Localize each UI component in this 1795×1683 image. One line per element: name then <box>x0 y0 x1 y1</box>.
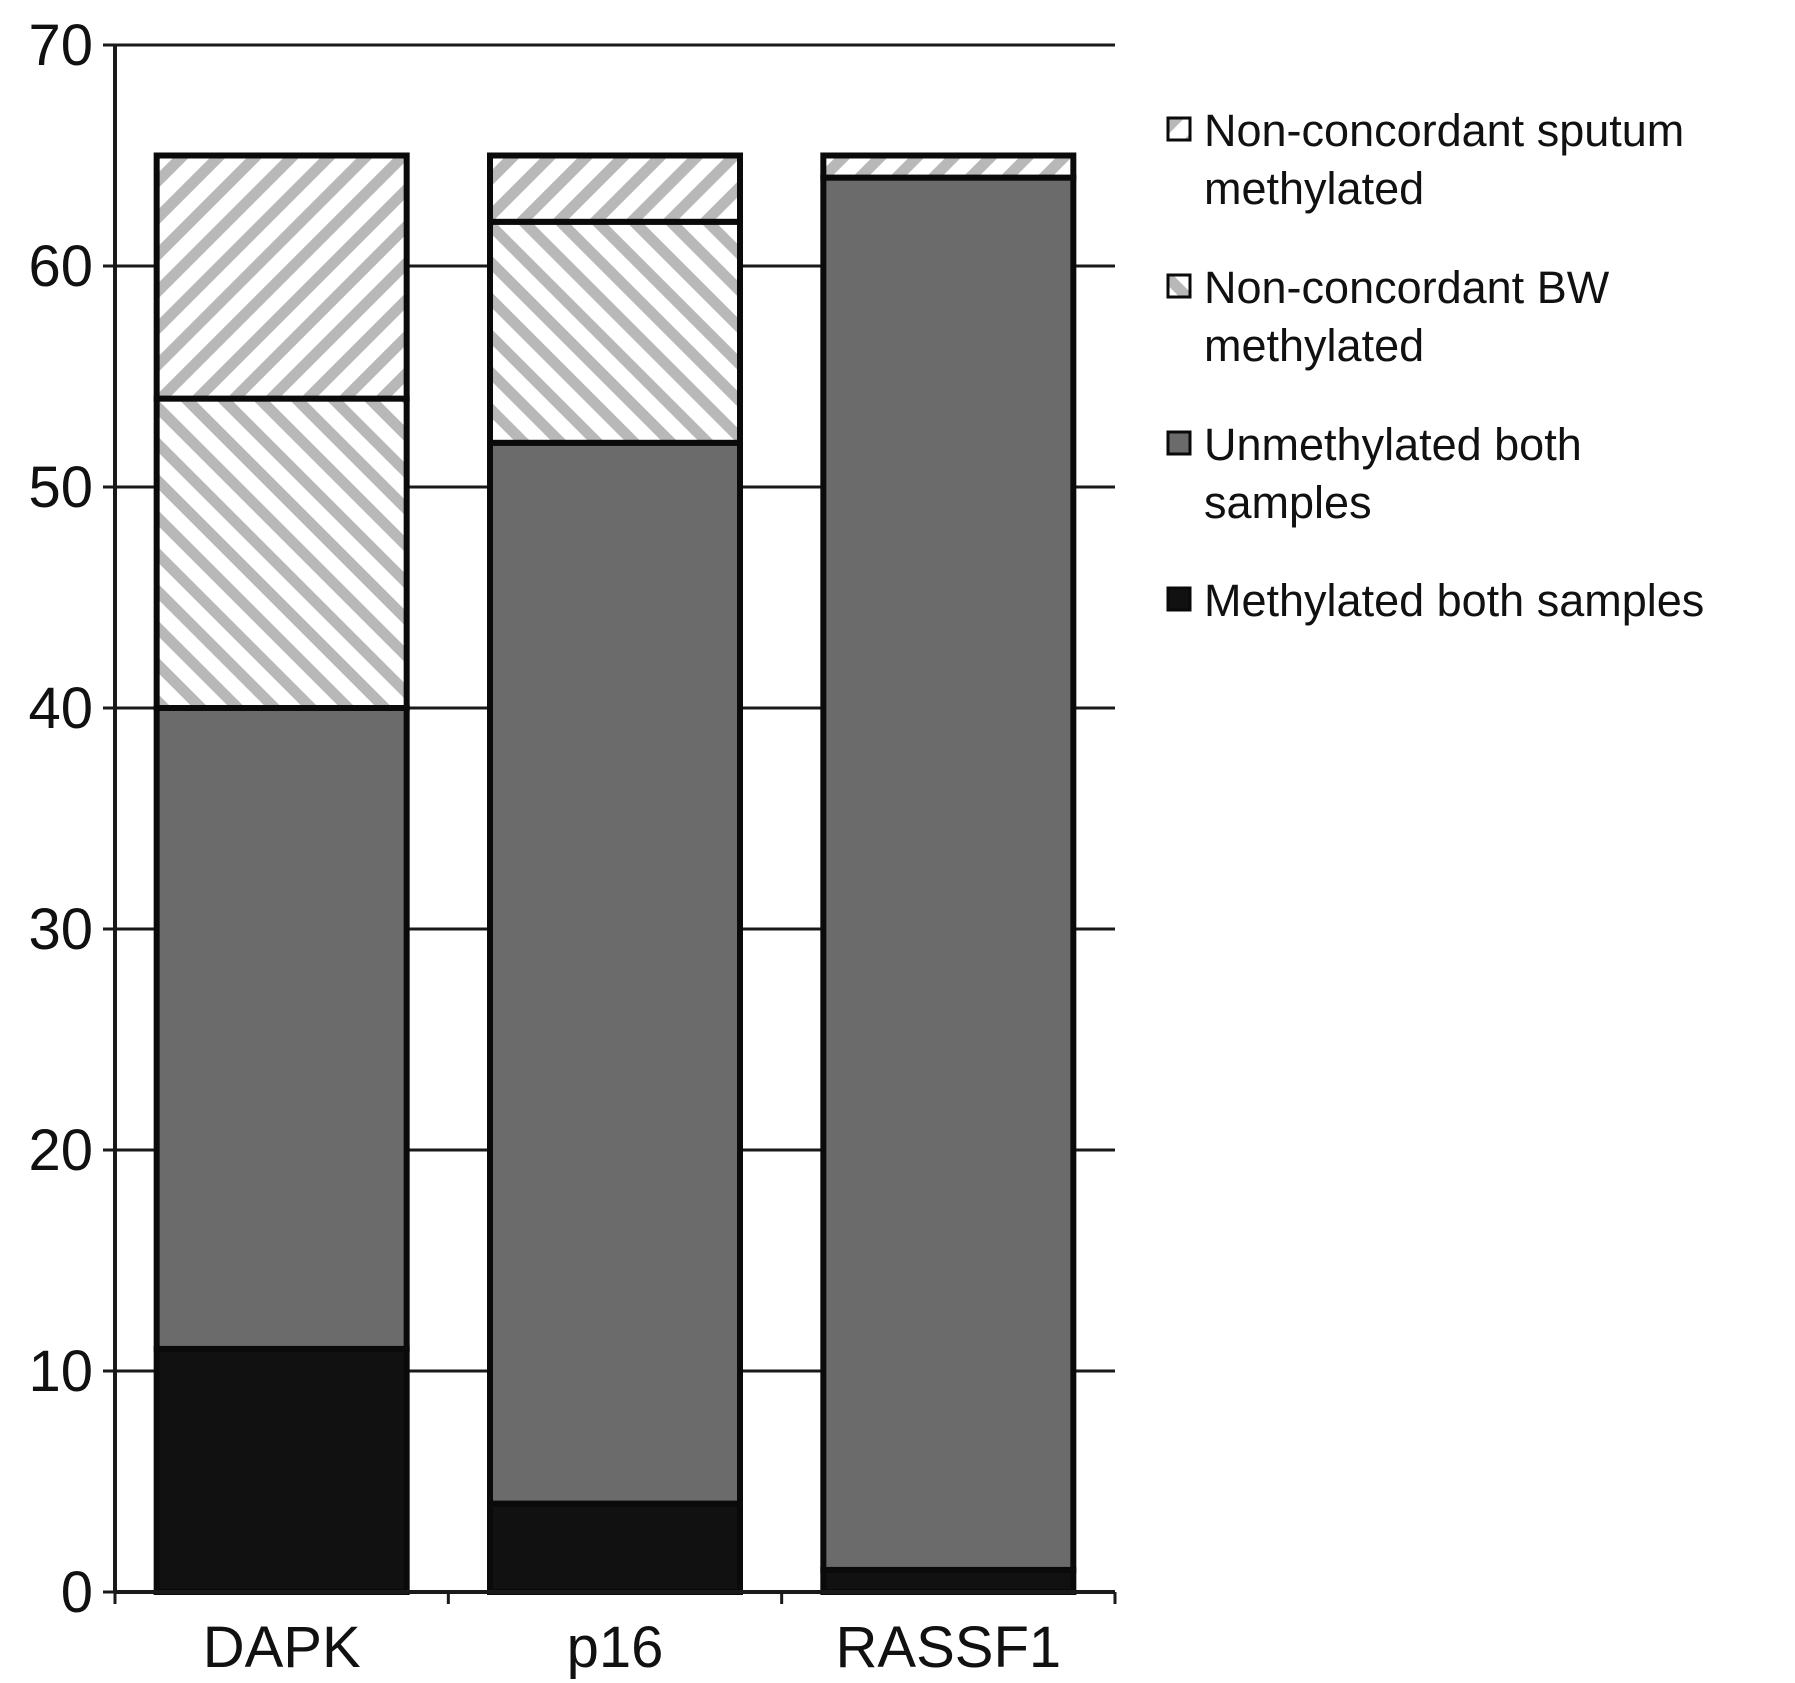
y-tick-label-70: 70 <box>28 13 93 78</box>
axes: 0 10 20 30 40 50 60 70 DAPK p16 RASSF1 <box>28 13 1117 1680</box>
legend-swatch-methylated-both-samples <box>1166 586 1192 612</box>
bars <box>153 152 1077 1596</box>
y-tick-label-30: 30 <box>28 897 93 962</box>
legend-label-unmethylated-both-samples-line-2: samples <box>1204 477 1372 528</box>
bar-p16-non-concordant-sputum-methylated <box>487 152 743 225</box>
y-tick-label-40: 40 <box>28 676 93 741</box>
bar-dapk-non-concordant-sputum-methylated <box>153 152 410 402</box>
legend-swatch-non-concordant-bw-methylated <box>1166 273 1192 299</box>
y-tick-label-0: 0 <box>61 1560 93 1625</box>
bar-p16-unmethylated-both-samples <box>487 439 743 1507</box>
y-tick-label-60: 60 <box>28 234 93 299</box>
legend-label-non-concordant-sputum-methylated-line-1: Non-concordant sputum <box>1204 105 1684 156</box>
bar-dapk-unmethylated-both-samples <box>153 705 410 1352</box>
bar-rassf1-unmethylated-both-samples <box>820 174 1077 1573</box>
legend-swatch-non-concordant-sputum-methylated <box>1166 116 1192 142</box>
bar-rassf1-non-concordant-sputum-methylated <box>820 152 1077 181</box>
bar-p16-methylated-both-samples <box>487 1500 743 1595</box>
x-tick-label-rassf1: RASSF1 <box>836 1615 1062 1680</box>
legend-label-non-concordant-bw-methylated-line-1: Non-concordant BW <box>1204 262 1610 313</box>
legend-label-non-concordant-bw-methylated-line-2: methylated <box>1204 320 1424 371</box>
bar-rassf1-methylated-both-samples <box>820 1566 1077 1596</box>
bar-dapk-methylated-both-samples <box>153 1345 410 1596</box>
bar-p16-non-concordant-bw-methylated <box>487 218 743 446</box>
y-tick-label-10: 10 <box>28 1339 93 1404</box>
y-tick-label-20: 20 <box>28 1118 93 1183</box>
legend-swatch-unmethylated-both-samples <box>1166 430 1192 456</box>
legend-label-unmethylated-both-samples-line-1: Unmethylated both <box>1204 419 1582 470</box>
x-tick-label-p16: p16 <box>567 1615 664 1680</box>
legend-label-non-concordant-sputum-methylated-line-2: methylated <box>1204 163 1424 214</box>
bar-dapk-non-concordant-bw-methylated <box>153 395 410 711</box>
y-tick-label-50: 50 <box>28 455 93 520</box>
legend-label-methylated-both-samples-line-1: Methylated both samples <box>1204 575 1704 626</box>
x-tick-label-dapk: DAPK <box>203 1615 361 1680</box>
legend: Non-concordant sputum methylated Non-conco… <box>1166 105 1704 626</box>
